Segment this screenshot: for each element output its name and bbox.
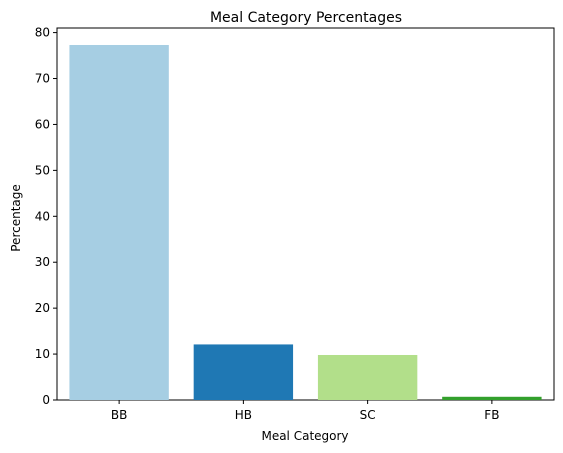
y-tick-label: 50 bbox=[35, 163, 50, 177]
x-axis-label: Meal Category bbox=[261, 429, 348, 443]
bar-fb bbox=[442, 396, 542, 400]
y-tick-label: 10 bbox=[35, 347, 50, 361]
x-tick-label-hb: HB bbox=[235, 408, 252, 422]
x-tick-label-fb: FB bbox=[484, 408, 499, 422]
bar-bb bbox=[69, 44, 169, 401]
x-tick-label-bb: BB bbox=[111, 408, 127, 422]
plot-area: 0 10 20 30 40 50 60 70 80 BB HB SC FB bbox=[35, 26, 555, 422]
plot-frame bbox=[56, 27, 555, 401]
y-tick-label: 70 bbox=[35, 72, 50, 86]
y-tick-label: 20 bbox=[35, 301, 50, 315]
y-tick-label: 0 bbox=[42, 393, 50, 407]
y-tick-label: 80 bbox=[35, 26, 50, 40]
y-tick-label: 60 bbox=[35, 117, 50, 131]
chart-title: Meal Category Percentages bbox=[210, 10, 402, 26]
bar-sc bbox=[317, 354, 418, 400]
y-tick-label: 30 bbox=[35, 255, 50, 269]
y-axis-label: Percentage bbox=[9, 184, 23, 252]
x-tick-label-sc: SC bbox=[360, 408, 376, 422]
bar-hb bbox=[193, 344, 294, 400]
y-tick-label: 40 bbox=[35, 209, 50, 223]
